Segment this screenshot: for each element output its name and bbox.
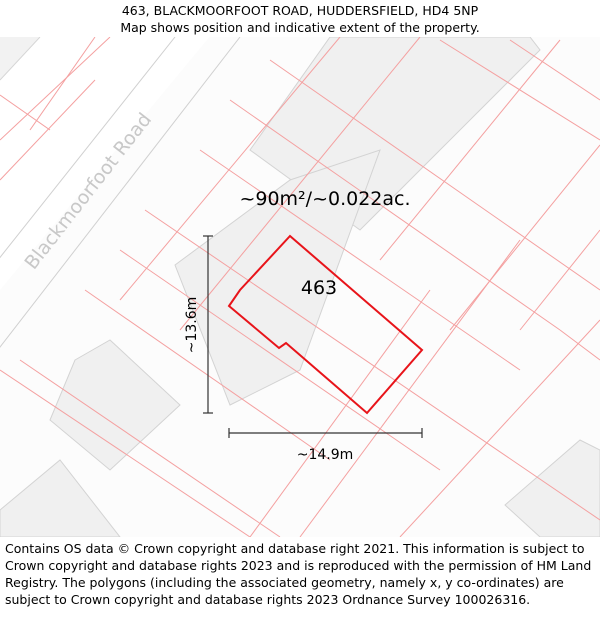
road xyxy=(0,37,241,348)
height-dimension xyxy=(203,235,213,414)
parcel-lines xyxy=(0,37,600,537)
property-address: 463, BLACKMOORFOOT ROAD, HUDDERSFIELD, H… xyxy=(121,3,479,18)
width-label: ~14.9m xyxy=(297,447,354,463)
height-label: ~13.6m xyxy=(184,297,200,354)
map-header: 463, BLACKMOORFOOT ROAD, HUDDERSFIELD, H… xyxy=(0,0,600,39)
buildings xyxy=(0,37,600,537)
width-dimension xyxy=(228,428,423,438)
plot-number-label: 463 xyxy=(301,277,337,299)
map-subtitle: Map shows position and indicative extent… xyxy=(120,20,480,35)
copyright-notice: Contains OS data © Crown copyright and d… xyxy=(5,541,592,607)
map-canvas[interactable]: Blackmoorfoot Road ~90m²/~0.022ac. 463 ~… xyxy=(0,37,600,537)
area-label: ~90m²/~0.022ac. xyxy=(239,188,410,210)
property-boundary[interactable] xyxy=(227,234,424,415)
